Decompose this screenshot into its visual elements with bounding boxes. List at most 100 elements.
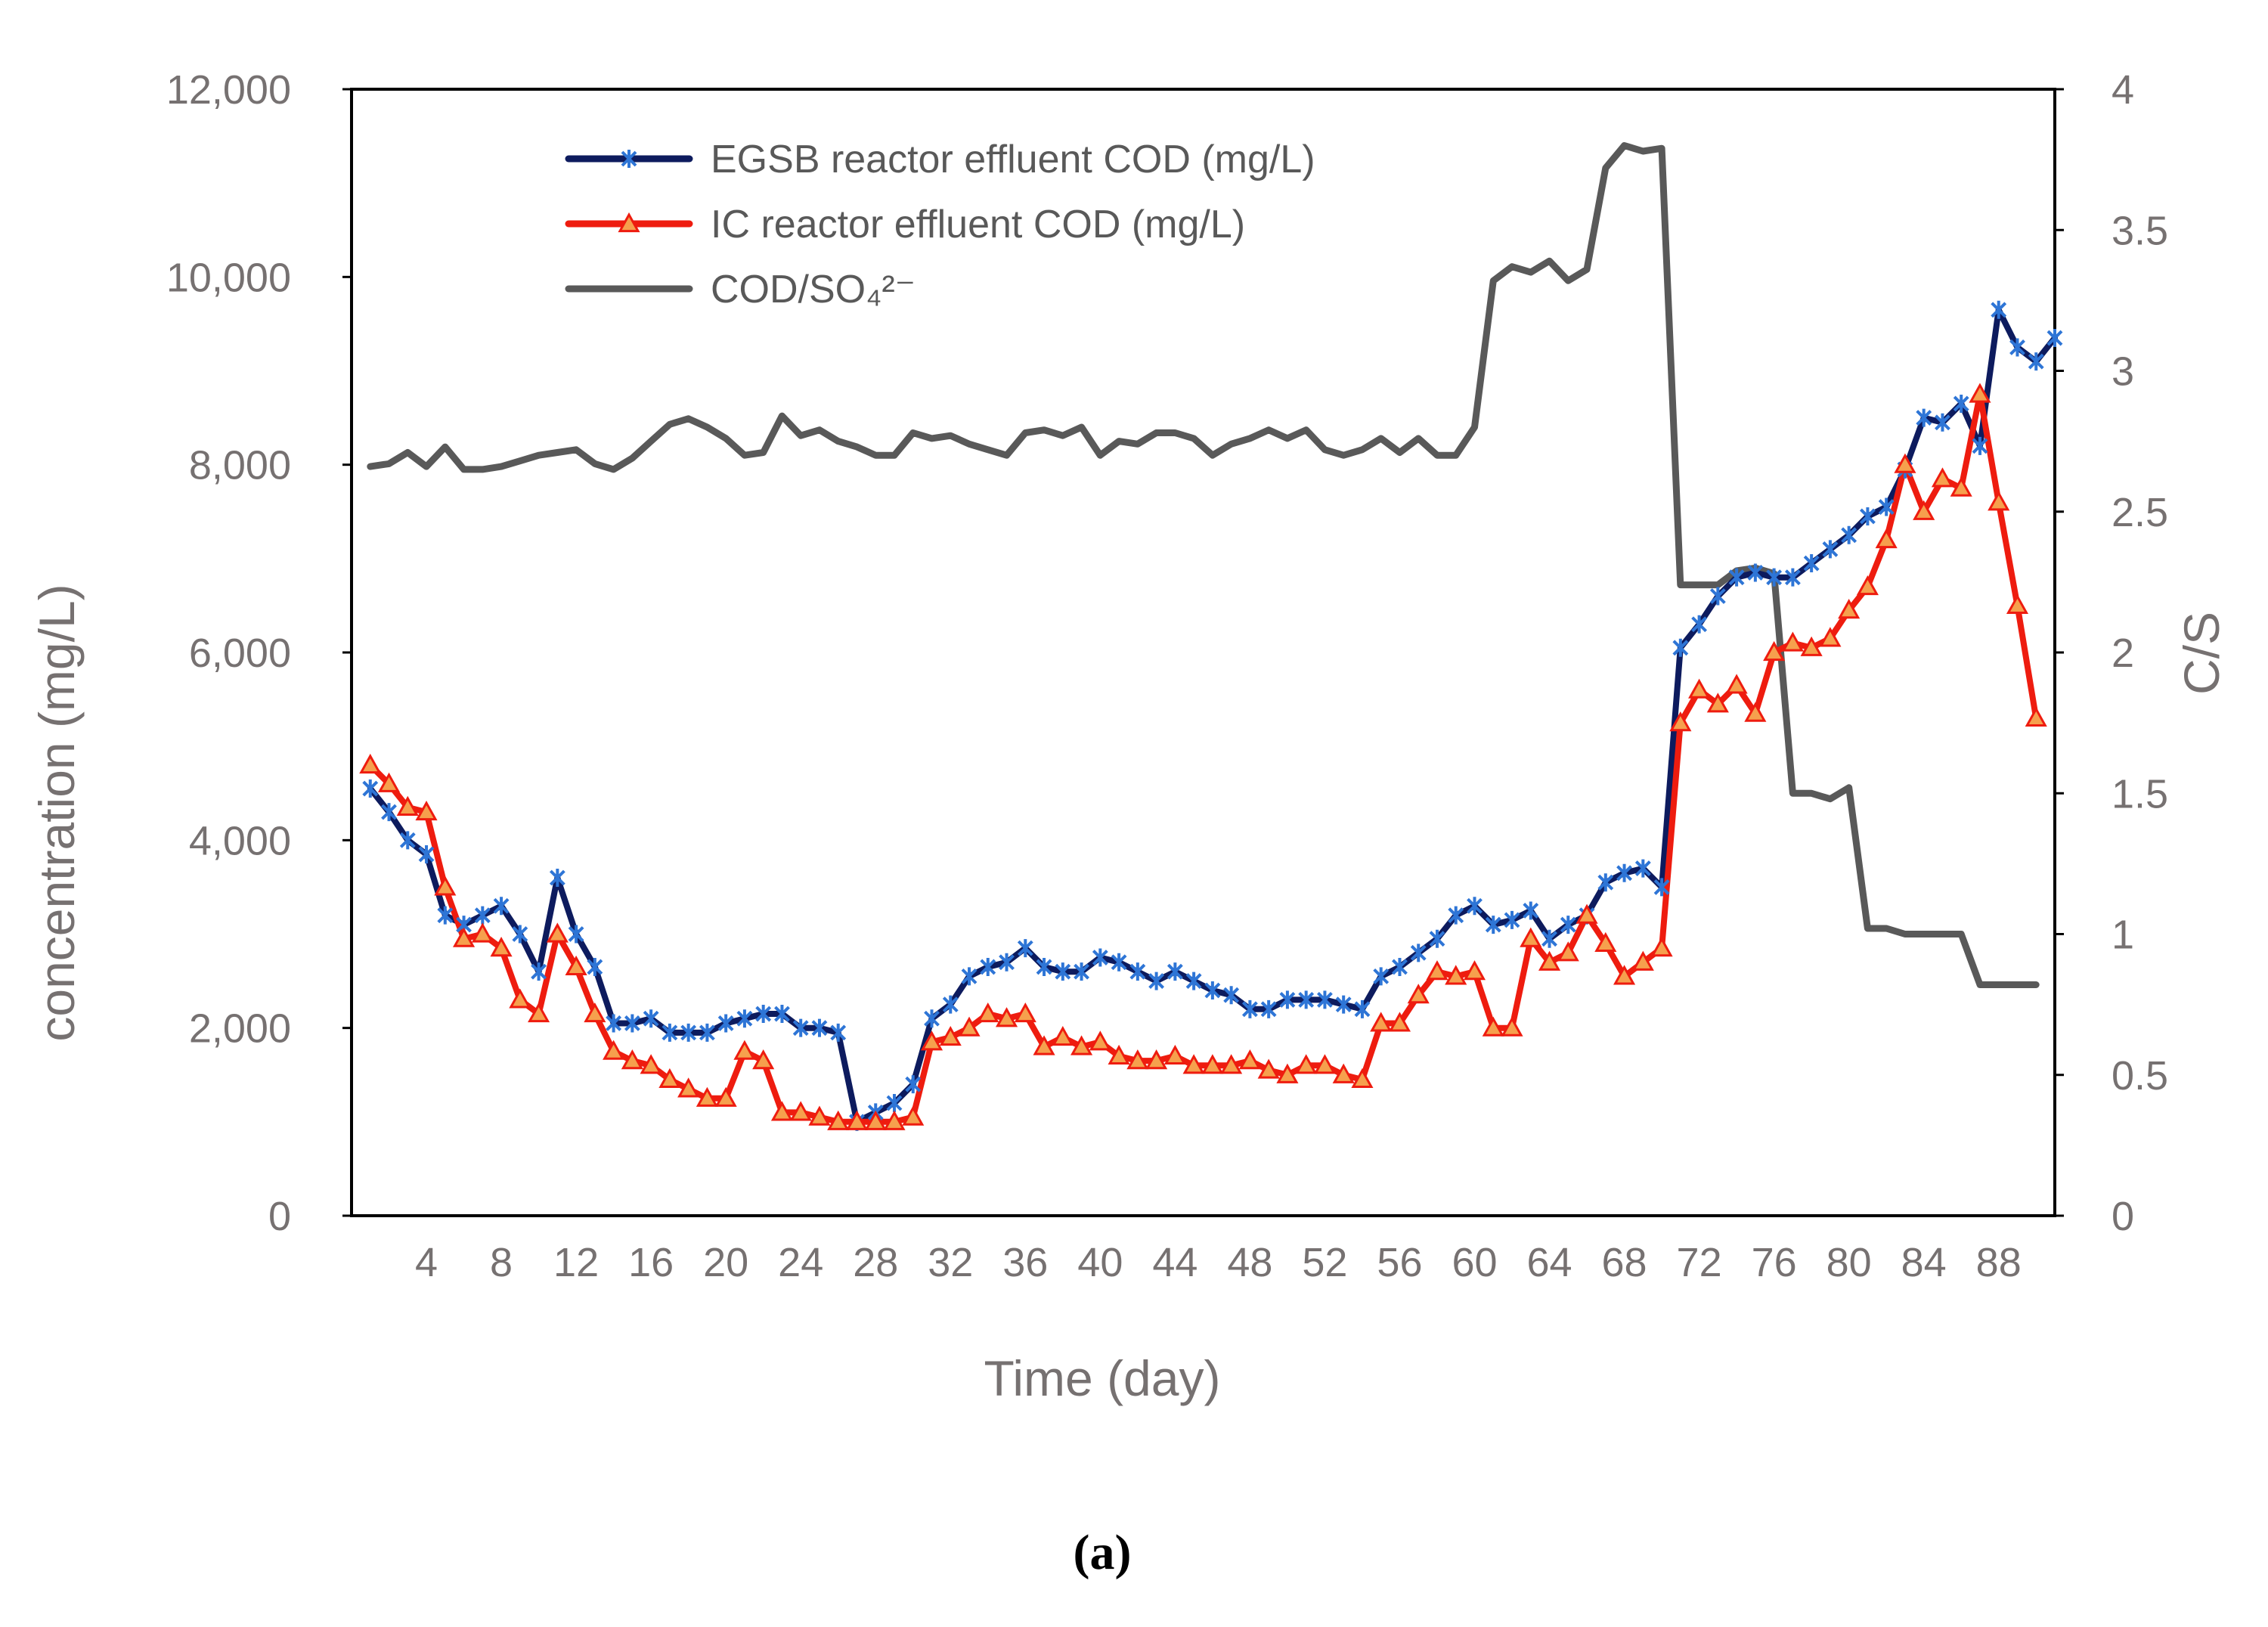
ic-point <box>415 800 438 821</box>
egsb-point <box>1935 413 1950 432</box>
ic-point <box>1426 960 1448 981</box>
series-line-3 <box>367 142 2040 988</box>
ic-point <box>1894 453 1916 473</box>
y2-tick-label: 1.5 <box>2112 771 2168 817</box>
ic-point <box>1482 1016 1504 1037</box>
egsb-point <box>1241 999 1258 1018</box>
ic-point <box>1557 941 1579 962</box>
egsb-point <box>999 953 1015 972</box>
egsb-point <box>1672 638 1689 657</box>
ic-point <box>1407 984 1430 1004</box>
ic-point <box>1856 575 1879 596</box>
ic-point <box>1520 927 1542 947</box>
legend-label-3: COD/SO₄²⁻ <box>711 268 916 311</box>
egsb-point <box>437 906 454 925</box>
egsb-point <box>399 831 416 850</box>
ic-point <box>1931 467 1954 488</box>
egsb-point <box>717 1014 734 1033</box>
y-tick-label: 2,000 <box>189 1006 291 1052</box>
y2-tick-label: 3 <box>2112 349 2134 395</box>
ic-point <box>1688 678 1711 699</box>
y-tick-label: 10,000 <box>166 255 291 300</box>
x-tick-label: 12 <box>553 1240 599 1285</box>
ic-point <box>1445 965 1467 985</box>
y2-tick-label: 0 <box>2112 1194 2134 1239</box>
egsb-point <box>1784 568 1801 587</box>
ic-point <box>1950 476 1972 497</box>
ic-point <box>1576 903 1598 924</box>
egsb-point <box>1953 394 1969 413</box>
y2-tick-label: 4 <box>2112 67 2134 113</box>
x-tick-label: 4 <box>415 1240 438 1285</box>
figure-caption: (a) <box>1074 1525 1132 1580</box>
egsb-point <box>1448 906 1464 925</box>
ic-point <box>883 1110 906 1130</box>
ic-point <box>603 1040 625 1060</box>
egsb-point <box>1972 436 1988 455</box>
egsb-point <box>1691 615 1708 634</box>
ic-point <box>1014 1002 1036 1023</box>
egsb-point <box>942 995 959 1014</box>
ic-point <box>1052 1025 1074 1046</box>
ic-point <box>490 937 513 957</box>
egsb-point <box>1467 897 1483 916</box>
x-tick-label: 24 <box>778 1240 823 1285</box>
x-tick-label: 36 <box>1002 1240 1048 1285</box>
ic-point <box>1594 931 1617 953</box>
egsb-point <box>1074 962 1089 981</box>
ic-point <box>1089 1030 1111 1051</box>
ic-point <box>1163 1044 1186 1065</box>
x-tick-label: 76 <box>1752 1240 1797 1285</box>
ic-point <box>1538 950 1561 971</box>
egsb-point <box>736 1009 753 1028</box>
ic-point <box>359 753 382 774</box>
egsb-point <box>474 906 491 925</box>
x-tick-label: 32 <box>928 1240 973 1285</box>
egsb-point <box>643 1009 659 1028</box>
egsb-point <box>624 1014 640 1033</box>
series-markers <box>359 300 2063 1131</box>
ic-point <box>1800 636 1823 656</box>
x-tick-label: 52 <box>1302 1240 1347 1285</box>
x-tick-label: 88 <box>1976 1240 2022 1285</box>
ic-point <box>471 922 494 943</box>
x-tick-label: 60 <box>1452 1240 1497 1285</box>
egsb-point <box>699 1023 715 1042</box>
ic-point <box>1388 1012 1411 1032</box>
ic-point <box>1295 1054 1318 1074</box>
egsb-point <box>2028 352 2044 371</box>
ic-point <box>845 1110 869 1130</box>
egsb-point <box>1860 507 1876 525</box>
egsb-point <box>774 1005 790 1024</box>
x-tick-label: 80 <box>1826 1240 1872 1285</box>
ic-point <box>1257 1058 1280 1079</box>
egsb-point <box>2046 329 2063 348</box>
ic-point <box>808 1105 831 1126</box>
egsb-point <box>1392 957 1408 976</box>
egsb-point <box>1429 929 1445 948</box>
egsb-point <box>1841 525 1857 544</box>
egsb-point <box>1260 999 1277 1018</box>
ic-point <box>453 927 476 947</box>
egsb-point <box>531 962 547 981</box>
egsb-point <box>1541 929 1557 948</box>
ic-point <box>1875 528 1898 549</box>
egsb-point <box>512 925 528 944</box>
ic-point <box>864 1110 887 1130</box>
egsb-point <box>830 1023 847 1042</box>
axis-ticks: 0 2,000 4,000 6,000 8,000 10,000 12,000 0 0.5 1 1.… <box>166 67 2168 1285</box>
x-tick-label: 8 <box>490 1240 513 1285</box>
ic-point <box>1725 674 1748 694</box>
ic-point <box>1463 960 1486 981</box>
legend-label-2: IC reactor effluent COD (mg/L) <box>711 203 1245 246</box>
y2-axis-title: C/S <box>2174 612 2229 695</box>
ic-point <box>752 1049 775 1070</box>
x-axis-title: Time (day) <box>984 1350 1221 1406</box>
egsb-point <box>587 957 603 976</box>
x-tick-label: 44 <box>1152 1240 1198 1285</box>
egsb-point <box>1185 972 1202 990</box>
egsb-point <box>362 779 379 798</box>
egsb-point <box>493 897 510 916</box>
